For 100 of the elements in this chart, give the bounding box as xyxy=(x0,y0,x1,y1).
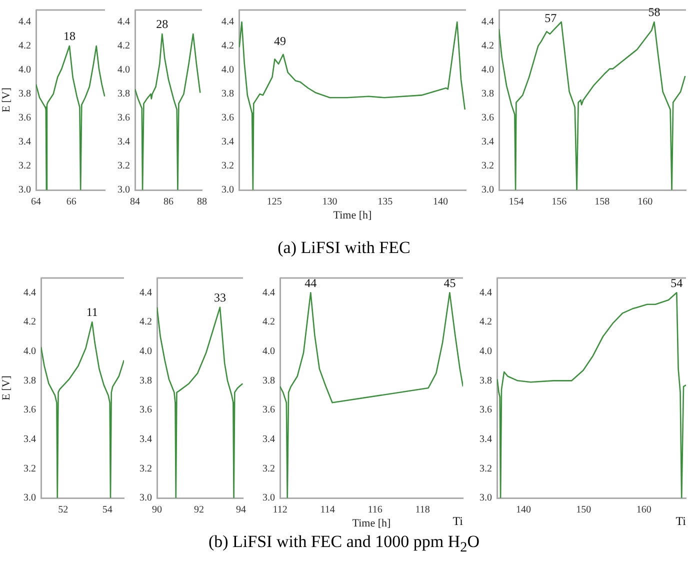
x-tick-label: 156 xyxy=(552,196,567,208)
x-tick-label: 140 xyxy=(516,504,531,516)
x-tick-label: 90 xyxy=(152,504,162,516)
text: Ti xyxy=(676,514,687,528)
x-tick-label: 92 xyxy=(194,504,204,516)
x-axis-title: Time [h] xyxy=(333,209,372,222)
y-tick-label: 3.8 xyxy=(140,375,152,386)
y-tick-label: 4.4 xyxy=(222,16,234,28)
y-tick-label: 3.0 xyxy=(140,492,152,504)
y-tick-label: 3.0 xyxy=(262,492,275,504)
y-tick-label: 3.6 xyxy=(18,112,31,124)
y-tick-label: 3.8 xyxy=(222,88,234,100)
y-tick-label: 3.6 xyxy=(140,404,152,416)
x-tick-label: 150 xyxy=(576,504,592,516)
x-tick-label: 86 xyxy=(164,196,174,208)
annotation: 44 xyxy=(304,276,317,290)
y-tick-label: 3.2 xyxy=(480,463,492,474)
y-tick-label: 3.4 xyxy=(262,434,275,445)
y-tick-label: 3.0 xyxy=(24,492,36,504)
x-tick-label: 94 xyxy=(236,504,246,516)
x-tick-label: 130 xyxy=(322,196,338,208)
x-tick-label: 52 xyxy=(58,504,68,516)
y-tick-label: 4.0 xyxy=(480,346,492,357)
y-tick-label: 3.2 xyxy=(18,160,31,172)
y-tick-label: 4.2 xyxy=(480,316,492,328)
y-tick-label: 3.4 xyxy=(18,136,31,148)
x-axis-title: Time [h] xyxy=(352,517,391,530)
y-tick-label: 4.2 xyxy=(24,316,36,328)
y-tick-label: 3.8 xyxy=(24,375,36,386)
x-tick-label: 158 xyxy=(594,196,610,208)
y-tick-label: 4.4 xyxy=(140,287,152,298)
text: Ti xyxy=(452,514,464,528)
y-tick-label: 4.0 xyxy=(222,64,234,76)
y-tick-label: 3.8 xyxy=(118,88,130,100)
y-tick-label: 3.6 xyxy=(262,404,275,416)
annotation: 58 xyxy=(648,5,660,20)
y-tick-label: 4.4 xyxy=(24,287,36,298)
y-tick-label: 3.8 xyxy=(262,375,275,386)
y-tick-label: 4.2 xyxy=(140,316,152,328)
y-tick-label: 3.2 xyxy=(118,160,130,172)
y-tick-label: 3.4 xyxy=(118,136,130,148)
y-axis-title: E [V] xyxy=(0,88,12,112)
y-tick-label: 4.2 xyxy=(262,316,275,328)
x-tick-label: 160 xyxy=(638,196,653,208)
x-tick-label: 114 xyxy=(320,504,335,516)
y-tick-label: 3.8 xyxy=(480,375,492,386)
y-tick-label: 4.0 xyxy=(262,346,275,357)
y-tick-label: 3.2 xyxy=(222,160,234,172)
x-tick-label: 160 xyxy=(636,504,652,516)
annotation: 33 xyxy=(214,290,226,304)
annotation: 49 xyxy=(274,34,286,48)
x-tick-label: 84 xyxy=(130,196,140,208)
y-tick-label: 4.2 xyxy=(482,40,494,52)
annotation: 28 xyxy=(156,17,168,32)
y-tick-label: 4.4 xyxy=(262,287,275,298)
y-tick-label: 3.8 xyxy=(18,88,31,100)
y-tick-label: 3.0 xyxy=(480,492,492,504)
x-tick-label: 54 xyxy=(102,504,112,516)
annotation: 11 xyxy=(86,305,98,320)
x-tick-label: 64 xyxy=(31,196,41,208)
y-tick-label: 3.4 xyxy=(222,136,234,148)
text: (b) LiFSI with FEC and 1000 ppm H$_{2}$O xyxy=(207,532,481,556)
x-tick-label: 116 xyxy=(368,504,382,516)
y-tick-label: 4.0 xyxy=(18,64,31,76)
x-tick-label: 140 xyxy=(433,196,448,208)
y-tick-label: 4.0 xyxy=(118,64,130,76)
text: (a) LiFSI with FEC xyxy=(276,238,412,258)
y-tick-label: 3.2 xyxy=(482,160,494,172)
annotation: 54 xyxy=(670,276,683,290)
y-tick-label: 3.2 xyxy=(24,463,36,474)
x-tick-label: 154 xyxy=(508,196,524,208)
y-tick-label: 4.4 xyxy=(480,287,492,298)
y-tick-label: 3.8 xyxy=(482,88,494,100)
y-tick-label: 4.4 xyxy=(482,16,494,28)
y-tick-label: 3.0 xyxy=(118,184,130,196)
x-tick-label: 88 xyxy=(197,196,207,208)
y-tick-label: 4.2 xyxy=(118,40,130,52)
y-tick-label: 4.0 xyxy=(140,346,152,357)
y-tick-label: 4.2 xyxy=(222,40,234,52)
y-tick-label: 3.0 xyxy=(18,184,31,196)
y-tick-label: 3.0 xyxy=(482,184,494,196)
y-tick-label: 3.2 xyxy=(262,463,275,474)
y-tick-label: 3.6 xyxy=(118,112,130,124)
y-tick-label: 3.6 xyxy=(24,404,36,416)
x-tick-label: 66 xyxy=(66,196,76,208)
y-tick-label: 3.4 xyxy=(482,136,494,148)
y-tick-label: 3.6 xyxy=(482,112,494,124)
x-tick-label: 125 xyxy=(266,196,282,208)
y-tick-label: 4.2 xyxy=(18,40,31,52)
y-tick-label: 3.4 xyxy=(24,434,36,445)
y-tick-label: 3.2 xyxy=(140,463,152,474)
y-tick-label: 4.4 xyxy=(118,16,130,28)
y-tick-label: 4.0 xyxy=(24,346,36,357)
annotation: 18 xyxy=(63,29,76,44)
y-tick-label: 4.0 xyxy=(482,64,494,76)
y-tick-label: 3.4 xyxy=(140,434,152,445)
annotation: 45 xyxy=(444,276,456,290)
y-tick-label: 3.4 xyxy=(480,434,492,445)
x-tick-label: 118 xyxy=(415,504,430,516)
y-axis-title: E [V] xyxy=(0,376,12,400)
